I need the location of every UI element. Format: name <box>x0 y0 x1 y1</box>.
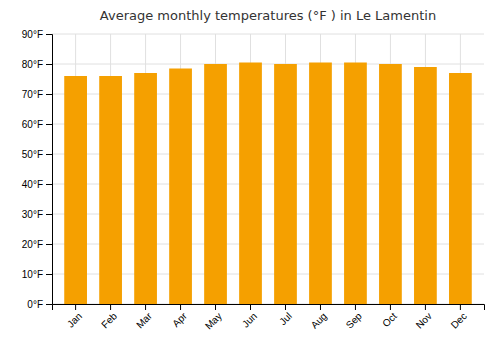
tick-mark <box>180 304 181 310</box>
tick: 60°F <box>22 119 52 130</box>
tick-label: Aug <box>309 310 329 330</box>
chart: 0°F 10°F 20°F 30°F 40°F 50°F 60°F 70°F 80°F 90°F J… <box>0 0 500 350</box>
tick-label: Jun <box>240 310 259 329</box>
tick: 40°F <box>22 179 52 190</box>
tick: Mar <box>134 304 154 330</box>
tick-mark <box>46 244 52 245</box>
tick-label: Oct <box>380 310 399 329</box>
tick-mark <box>145 304 146 310</box>
grid-line <box>52 34 484 35</box>
tick-mark <box>46 184 52 185</box>
tick-label: Dec <box>449 310 469 330</box>
bar <box>344 63 367 305</box>
tick-mark <box>425 304 426 310</box>
tick-label: 80°F <box>22 59 43 70</box>
tick-mark <box>75 304 76 310</box>
tick: Jan <box>65 304 84 330</box>
tick-mark <box>355 304 356 310</box>
tick-mark <box>110 304 111 310</box>
tick-mark <box>250 304 251 310</box>
tick-label: 20°F <box>22 239 43 250</box>
bar <box>414 67 437 304</box>
bar <box>204 64 227 304</box>
tick-label: 10°F <box>22 269 43 280</box>
tick: Dec <box>449 304 469 331</box>
tick: May <box>203 304 224 332</box>
tick-label: 90°F <box>22 29 43 40</box>
tick-label: 30°F <box>22 209 43 220</box>
tick: 0°F <box>27 299 52 310</box>
tick-label: Jul <box>277 310 294 327</box>
title: Average monthly temperatures (°F ) in Le… <box>100 8 436 23</box>
tick: 20°F <box>22 239 52 250</box>
tick-mark <box>320 304 321 310</box>
tick-mark <box>390 304 391 310</box>
tick: 10°F <box>22 269 52 280</box>
tick-mark <box>46 154 52 155</box>
grid <box>52 34 484 304</box>
tick-mark <box>46 94 52 95</box>
axis-line <box>53 305 485 311</box>
tick-label: Mar <box>134 310 154 330</box>
tick-label: 40°F <box>22 179 43 190</box>
tick-mark <box>46 304 52 305</box>
tick-label: May <box>203 310 224 331</box>
x-axis: Jan Feb Mar Apr May Jun Jul Aug Sep Oct Nov Dec <box>53 304 485 332</box>
tick: 50°F <box>22 149 52 160</box>
grid-line <box>52 64 484 65</box>
tick: Feb <box>99 304 119 330</box>
bar <box>239 63 262 305</box>
tick-label: Apr <box>170 310 189 329</box>
tick-mark <box>46 214 52 215</box>
tick: Jun <box>240 304 259 330</box>
tick-mark <box>46 64 52 65</box>
tick: 30°F <box>22 209 52 220</box>
tick: Oct <box>380 304 399 329</box>
tick-label: 70°F <box>22 89 43 100</box>
tick-mark <box>46 34 52 35</box>
bar <box>134 73 157 304</box>
tick-mark <box>46 124 52 125</box>
bar <box>309 63 332 305</box>
bar <box>274 64 297 304</box>
bar <box>169 69 192 305</box>
tick-label: 60°F <box>22 119 43 130</box>
tick: Apr <box>170 304 189 329</box>
bar <box>449 73 472 304</box>
bar <box>99 76 122 304</box>
tick-label: Nov <box>414 310 434 330</box>
tick-mark <box>46 274 52 275</box>
tick: 70°F <box>22 89 52 100</box>
tick-label: 0°F <box>27 299 43 310</box>
axis-line <box>46 35 53 305</box>
tick: 80°F <box>22 59 52 70</box>
plot: 0°F 10°F 20°F 30°F 40°F 50°F 60°F 70°F 80°F 90°F J… <box>22 29 485 332</box>
y-axis: 0°F 10°F 20°F 30°F 40°F 50°F 60°F 70°F 80°F 90°F <box>22 29 53 310</box>
tick-label: Feb <box>99 310 119 330</box>
bars <box>64 63 472 305</box>
tick-label: Jan <box>65 310 84 329</box>
tick-label: 50°F <box>22 149 43 160</box>
tick: Aug <box>309 304 329 331</box>
bar <box>379 64 402 304</box>
tick: 90°F <box>22 29 52 40</box>
tick-mark <box>460 304 461 310</box>
tick: Sep <box>344 304 365 331</box>
tick-mark <box>285 304 286 310</box>
tick: Nov <box>414 304 434 331</box>
tick: Jul <box>277 304 294 327</box>
tick-mark <box>215 304 216 310</box>
bar <box>64 76 87 304</box>
tick-label: Sep <box>344 310 365 331</box>
